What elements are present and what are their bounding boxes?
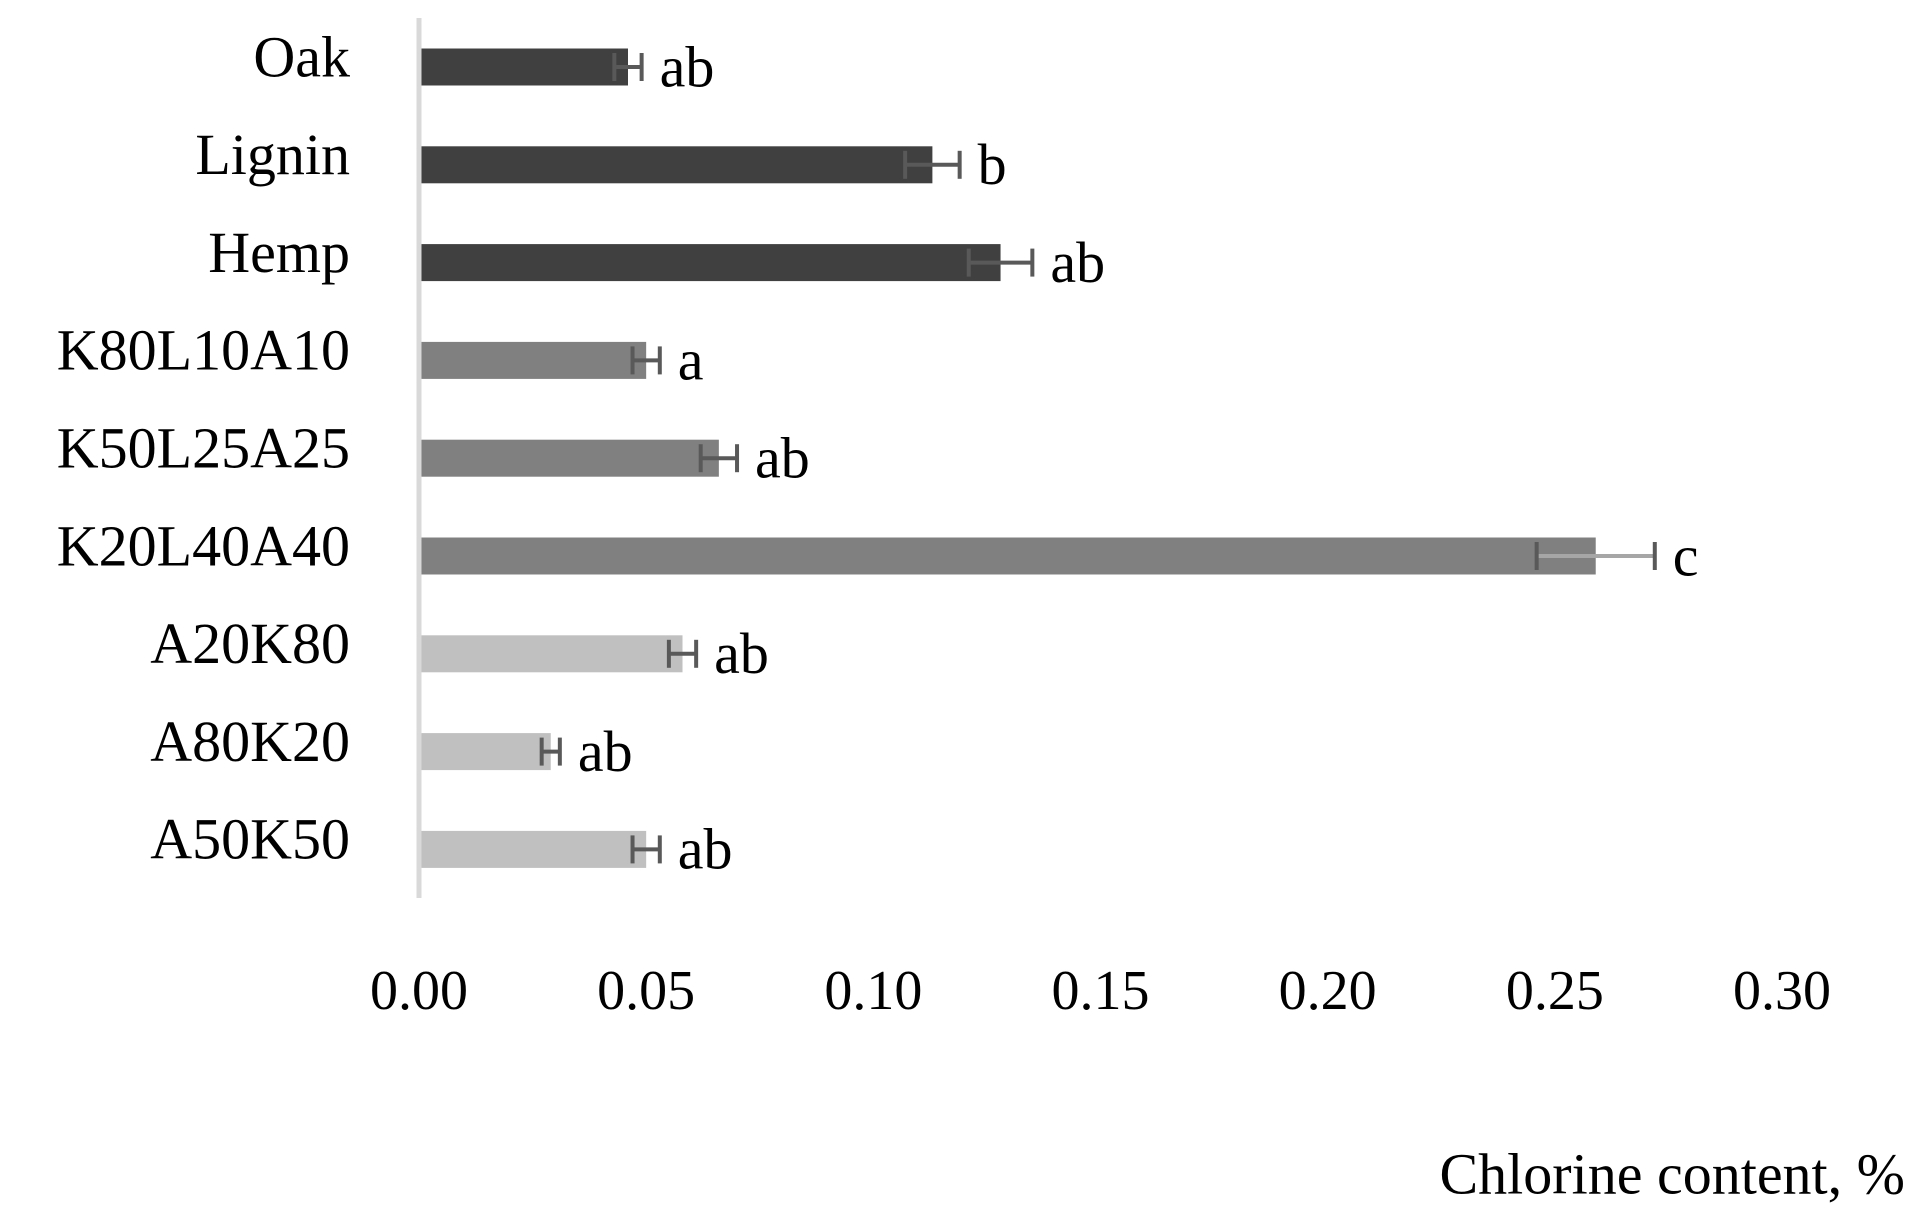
y-tick-label: K80L10A10: [57, 318, 350, 383]
bar: [419, 48, 628, 86]
error-bar: [612, 53, 644, 81]
error-bar: [539, 737, 562, 766]
error-bar: [630, 835, 662, 864]
annotation: ab: [755, 426, 810, 491]
bar: [419, 146, 933, 184]
x-tick-label: 0.00: [370, 960, 468, 1022]
x-tick-label: 0.15: [1052, 960, 1150, 1022]
y-tick-label: Oak: [253, 24, 350, 89]
error-bar: [1534, 542, 1657, 570]
annotation: ab: [660, 34, 715, 99]
bar: [419, 537, 1596, 575]
annotation: ab: [578, 719, 633, 784]
y-tick-label: A20K80: [150, 611, 350, 676]
x-tick-label: 0.30: [1733, 960, 1831, 1022]
x-tick-label: 0.10: [824, 960, 922, 1022]
annotation: b: [978, 132, 1007, 197]
annotation: a: [678, 328, 704, 393]
error-bar: [903, 150, 962, 179]
y-tick-label: Lignin: [195, 122, 350, 187]
x-tick-label: 0.25: [1506, 960, 1604, 1022]
bar: [419, 830, 647, 868]
y-tick-label: K20L40A40: [57, 513, 350, 578]
annotation: ab: [1050, 230, 1105, 295]
annotation: ab: [678, 817, 733, 882]
error-bar: [630, 346, 662, 375]
error-bar: [666, 639, 699, 668]
y-tick-label: Hemp: [208, 220, 350, 285]
x-axis-title: Chlorine content, %: [1439, 1141, 1905, 1206]
bar: [419, 244, 1001, 282]
annotation: c: [1673, 523, 1699, 588]
annotation: ab: [714, 621, 769, 686]
bar: [419, 439, 719, 477]
error-bar: [698, 444, 740, 473]
y-tick-label: K50L25A25: [57, 416, 350, 481]
x-tick-label: 0.20: [1279, 960, 1377, 1022]
bar: [419, 733, 551, 771]
x-tick-label: 0.05: [597, 960, 695, 1022]
bar: [419, 341, 647, 379]
y-tick-label: A80K20: [150, 709, 350, 774]
error-bar: [966, 248, 1035, 277]
bar: [419, 635, 683, 673]
y-tick-label: A50K50: [150, 807, 350, 872]
